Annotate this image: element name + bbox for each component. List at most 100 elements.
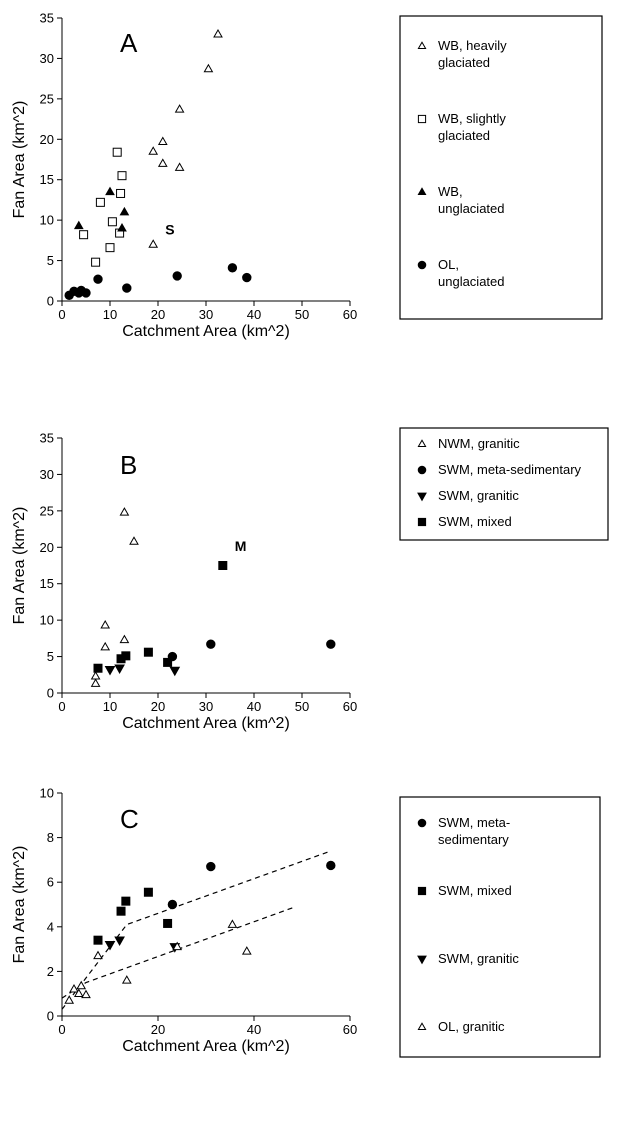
x-tick-label: 40 bbox=[247, 307, 261, 322]
y-axis-label: Fan Area (km^2) bbox=[11, 846, 28, 964]
data-point bbox=[172, 941, 183, 951]
panel-a: 0 10 20 30 40 50 60 0 5 10 15 20 25 30 35 Catchment Are… bbox=[11, 11, 603, 340]
data-point bbox=[326, 639, 336, 649]
y-tick-label: 6 bbox=[47, 875, 54, 890]
data-point bbox=[90, 671, 101, 680]
data-point bbox=[172, 271, 182, 281]
x-tick-label: 10 bbox=[103, 307, 117, 322]
legend-entry: WB, bbox=[438, 184, 463, 199]
y-tick-label: 30 bbox=[40, 467, 54, 482]
data-point bbox=[241, 946, 252, 955]
y-axis-label: Fan Area (km^2) bbox=[11, 507, 28, 625]
data-point bbox=[119, 206, 130, 216]
legend-marker bbox=[417, 439, 427, 448]
legend-entry: OL, granitic bbox=[438, 1019, 505, 1034]
legend-entry: SWM, meta-sedimentary bbox=[438, 462, 582, 477]
data-point bbox=[169, 666, 181, 677]
data-point bbox=[227, 263, 238, 273]
data-point bbox=[112, 147, 122, 157]
legend-entry: OL, bbox=[438, 257, 459, 272]
data-point bbox=[73, 988, 84, 997]
data-point bbox=[64, 995, 75, 1004]
data-point bbox=[206, 861, 216, 872]
x-tick-label: 30 bbox=[199, 699, 213, 714]
data-point bbox=[122, 283, 132, 293]
y-tick-label: 35 bbox=[40, 431, 54, 446]
legend-marker bbox=[417, 465, 427, 475]
legend-entry: WB, slightly bbox=[438, 111, 506, 126]
data-point bbox=[242, 272, 252, 283]
y-axis-label: Fan Area (km^2) bbox=[11, 101, 28, 219]
data-point bbox=[174, 162, 185, 171]
x-axis-label: Catchment Area (km^2) bbox=[122, 1038, 290, 1055]
legend-entry: glaciated bbox=[438, 55, 490, 70]
data-point bbox=[143, 647, 153, 657]
data-point bbox=[76, 980, 87, 990]
legend-box bbox=[399, 796, 601, 1058]
data-point bbox=[93, 950, 103, 960]
data-point bbox=[114, 936, 125, 946]
panel-c-legend: SWM, meta-sedimentary SWM, mixed SWM, gran… bbox=[399, 796, 601, 1058]
x-tick-label: 20 bbox=[151, 699, 165, 714]
panel-letter: A bbox=[120, 28, 138, 58]
x-tick-label: 50 bbox=[295, 307, 309, 322]
legend-marker bbox=[417, 818, 427, 828]
y-tick-label: 10 bbox=[40, 213, 54, 228]
data-point bbox=[93, 663, 103, 673]
legend-marker bbox=[417, 114, 427, 124]
data-point bbox=[117, 223, 127, 232]
panel-letter: C bbox=[120, 804, 139, 834]
x-tick-label: 0 bbox=[58, 307, 65, 322]
legend-entry: SWM, mixed bbox=[438, 514, 512, 529]
data-point bbox=[69, 984, 79, 993]
x-tick-label: 20 bbox=[151, 307, 165, 322]
data-point bbox=[218, 561, 228, 570]
legend-entry: unglaciated bbox=[438, 201, 505, 216]
x-tick-label: 10 bbox=[103, 699, 117, 714]
x-tick-label: 50 bbox=[295, 699, 309, 714]
legend-entry: NWM, granitic bbox=[438, 436, 520, 451]
legend-marker bbox=[417, 260, 427, 270]
data-point bbox=[163, 918, 173, 928]
data-point bbox=[119, 634, 130, 644]
data-point bbox=[100, 641, 111, 651]
data-point bbox=[213, 28, 223, 38]
data-point bbox=[167, 899, 178, 910]
y-tick-label: 2 bbox=[47, 964, 54, 979]
y-tick-label: 8 bbox=[47, 830, 54, 845]
y-tick-label: 0 bbox=[47, 686, 54, 701]
data-point bbox=[93, 274, 103, 284]
data-point bbox=[121, 651, 131, 661]
data-point bbox=[203, 63, 214, 73]
x-tick-label: 0 bbox=[58, 1022, 65, 1037]
data-point bbox=[90, 678, 101, 687]
legend-entry: SWM, meta- bbox=[438, 815, 510, 830]
data-point bbox=[174, 104, 185, 113]
x-tick-label: 0 bbox=[58, 699, 65, 714]
y-tick-label: 25 bbox=[40, 91, 54, 106]
x-tick-label: 60 bbox=[343, 699, 357, 714]
panel-a-legend: WB, heavily glaciated WB, slightly glaciate… bbox=[399, 15, 603, 320]
panel-c: 0 20 40 60 0 2 4 6 8 10 Catchment Area (km^2) Fan A… bbox=[11, 786, 601, 1058]
y-tick-label: 10 bbox=[40, 613, 54, 628]
data-point bbox=[91, 257, 101, 267]
data-point bbox=[148, 146, 159, 155]
x-tick-label: 40 bbox=[247, 699, 261, 714]
data-point bbox=[93, 935, 103, 945]
data-point bbox=[79, 230, 89, 240]
y-tick-label: 10 bbox=[40, 786, 54, 801]
data-point bbox=[326, 860, 336, 871]
legend-entry: unglaciated bbox=[438, 274, 505, 289]
data-point bbox=[121, 896, 131, 906]
data-point bbox=[73, 220, 84, 230]
y-tick-label: 5 bbox=[47, 253, 54, 268]
x-tick-label: 20 bbox=[151, 1022, 165, 1037]
data-point bbox=[116, 906, 126, 916]
legend-marker bbox=[417, 1022, 427, 1031]
data-point bbox=[119, 507, 130, 516]
y-tick-label: 30 bbox=[40, 51, 54, 66]
legend-box bbox=[399, 15, 603, 320]
data-point bbox=[95, 197, 105, 207]
data-point bbox=[116, 188, 126, 198]
